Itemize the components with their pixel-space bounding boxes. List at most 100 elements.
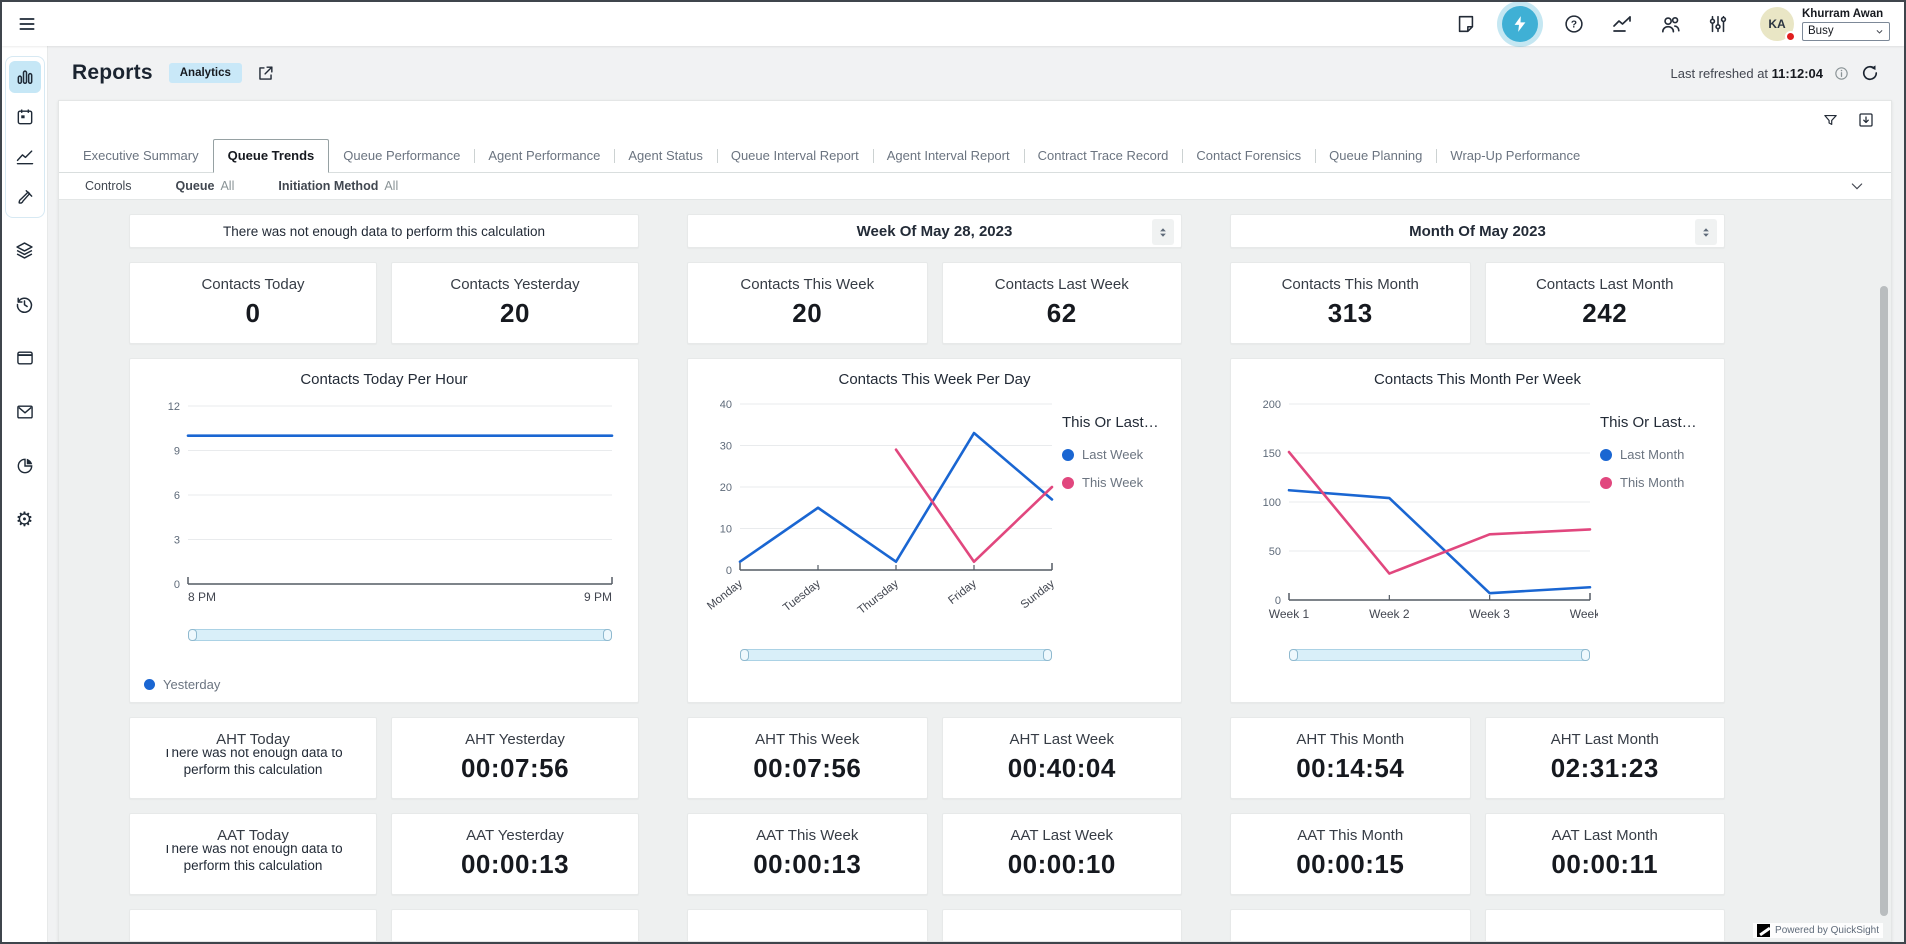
controls-collapse-icon[interactable] — [1849, 178, 1865, 194]
svg-text:150: 150 — [1263, 448, 1281, 460]
users-icon[interactable] — [1658, 12, 1682, 36]
sidebar-item-history[interactable] — [9, 288, 41, 320]
sidebar-item-settings[interactable]: ⚙ — [9, 504, 41, 536]
kpi-aat-yesterday: AAT Yesterday 00:00:13 — [391, 813, 639, 895]
sidebar-item-mail[interactable] — [9, 396, 41, 428]
column-today: There was not enough data to perform thi… — [129, 214, 639, 941]
tab-queue-interval-report[interactable]: Queue Interval Report — [717, 140, 873, 172]
week-stepper[interactable] — [1152, 219, 1174, 245]
refresh-icon[interactable] — [1860, 63, 1880, 83]
svg-text:Week 3: Week 3 — [1469, 607, 1510, 621]
preferences-icon[interactable] — [1706, 12, 1730, 36]
tab-queue-performance[interactable]: Queue Performance — [343, 148, 461, 163]
status-select[interactable]: Busy — [1802, 21, 1890, 41]
user-cluster: KA Khurram Awan Busy — [1760, 7, 1890, 42]
tab-queue-trends[interactable]: Queue Trends — [212, 139, 330, 173]
tab-agent-status[interactable]: Agent Status — [614, 140, 716, 172]
partial-card — [1230, 909, 1471, 941]
bar-chart-icon — [17, 70, 32, 84]
initiation-method-filter[interactable]: Initiation Method All — [278, 179, 399, 193]
kpi-contacts-this-week: Contacts This Week 20 — [687, 262, 928, 344]
svg-text:8 PM: 8 PM — [188, 590, 216, 604]
kpi-aht-yesterday: AHT Yesterday 00:07:56 — [391, 717, 639, 799]
tabs-row: Executive Summary Queue Trends Queue Per… — [59, 139, 1891, 173]
column-month: Month Of May 2023 Contacts This Month 31… — [1230, 214, 1725, 941]
svg-text:Week 4: Week 4 — [1570, 607, 1598, 621]
partial-card — [687, 909, 928, 941]
tab-contact-forensics[interactable]: Contact Forensics — [1182, 140, 1315, 172]
kpi-aht-this-month: AHT This Month 00:14:54 — [1230, 717, 1471, 799]
svg-text:?: ? — [1571, 20, 1577, 31]
partial-card — [941, 909, 1182, 941]
avatar[interactable]: KA — [1760, 7, 1796, 42]
sidebar-item-window[interactable] — [9, 342, 41, 374]
info-icon[interactable] — [1833, 65, 1850, 82]
main-area: Reports Analytics Last refreshed at 11:1… — [48, 46, 1904, 942]
svg-text:Week 2: Week 2 — [1369, 607, 1410, 621]
line-chart[interactable]: 0 50 100 150 200 Week 1 Week 2 Week 3 Week 4 — [1243, 390, 1611, 645]
page-title: Reports — [72, 61, 153, 84]
svg-text:40: 40 — [720, 399, 732, 411]
kpi-aht-last-week: AHT Last Week 00:40:04 — [941, 717, 1182, 799]
analytics-badge: Analytics — [168, 63, 242, 83]
sidebar-item-customize[interactable] — [9, 181, 41, 213]
help-icon[interactable]: ? — [1562, 12, 1586, 36]
external-link-icon[interactable] — [256, 64, 275, 83]
tab-executive-summary[interactable]: Executive Summary — [83, 148, 199, 163]
svg-text:9 PM: 9 PM — [584, 590, 612, 604]
calendar-icon — [17, 109, 32, 125]
chart-contacts-this-week-per-day: Contacts This Week Per Day 0 10 20 30 40 Mond… — [687, 358, 1182, 703]
sidebar-analytics-group — [4, 56, 45, 218]
kpi-contacts-last-week: Contacts Last Week 62 — [941, 262, 1182, 344]
tab-queue-planning[interactable]: Queue Planning — [1315, 140, 1436, 172]
kpi-aht-today: AHT Today There was not enough data to p… — [129, 717, 377, 799]
svg-text:Monday: Monday — [705, 578, 745, 613]
svg-text:10: 10 — [720, 524, 732, 536]
month-period-header: Month Of May 2023 — [1230, 214, 1725, 248]
tab-contract-trace-record[interactable]: Contract Trace Record — [1024, 140, 1183, 172]
notes-icon[interactable] — [1454, 12, 1478, 36]
sidebar-item-pie-reports[interactable] — [9, 450, 41, 482]
page-header: Reports Analytics Last refreshed at 11:1… — [48, 46, 1904, 100]
svg-text:12: 12 — [168, 401, 180, 413]
week-period-header: Week Of May 28, 2023 — [687, 214, 1182, 248]
export-icon[interactable] — [1857, 111, 1875, 129]
metrics-icon[interactable] — [1610, 12, 1634, 36]
chart-hscrollbar[interactable] — [188, 629, 612, 641]
tasks-lightning-icon[interactable] — [1502, 6, 1538, 42]
line-chart[interactable]: 0 3 6 9 12 8 PM 9 PM — [142, 390, 626, 625]
chart-hscrollbar[interactable] — [1289, 649, 1590, 661]
tab-wrap-up-performance[interactable]: Wrap-Up Performance — [1436, 140, 1594, 172]
history-icon — [16, 297, 33, 313]
column-week: Week Of May 28, 2023 Contacts This Week … — [687, 214, 1182, 941]
menu-icon[interactable] — [14, 11, 40, 37]
svg-text:Sunday: Sunday — [1019, 578, 1057, 612]
line-chart[interactable]: 0 10 20 30 40 Monday Tuesday Thursday Friday Sund… — [700, 390, 1060, 645]
kpi-aat-this-week: AAT This Week 00:00:13 — [687, 813, 928, 895]
legend-dot — [1062, 448, 1074, 461]
sidebar-item-reports[interactable] — [8, 61, 41, 93]
chart-legend: This Or Last… Last Month This Month — [1600, 414, 1697, 490]
tab-agent-interval-report[interactable]: Agent Interval Report — [873, 140, 1024, 172]
line-chart-icon — [16, 150, 33, 165]
svg-text:100: 100 — [1263, 497, 1281, 509]
tab-agent-performance[interactable]: Agent Performance — [474, 140, 614, 172]
status-value: Busy — [1808, 25, 1834, 37]
filter-icon[interactable] — [1822, 112, 1839, 129]
chart-hscrollbar[interactable] — [740, 649, 1052, 661]
chart-contacts-this-month-per-week: Contacts This Month Per Week 0 50 100 150 20… — [1230, 358, 1725, 703]
topbar: ? KA — [2, 2, 1904, 46]
no-data-banner: There was not enough data to perform thi… — [129, 214, 639, 248]
chart-legend: This Or Last… Last Week This Week — [1062, 414, 1159, 490]
sidebar-item-schedule[interactable] — [9, 101, 41, 133]
svg-text:Tuesday: Tuesday — [781, 578, 823, 615]
queue-filter[interactable]: Queue All — [175, 179, 235, 193]
panel-vertical-scrollbar[interactable] — [1880, 286, 1888, 916]
month-stepper[interactable] — [1695, 219, 1717, 245]
sidebar-item-metrics[interactable] — [9, 141, 41, 173]
svg-text:Friday: Friday — [946, 578, 979, 607]
legend-label: Yesterday — [163, 677, 221, 692]
sidebar-item-layers[interactable] — [9, 234, 41, 266]
kpi-aht-this-week: AHT This Week 00:07:56 — [687, 717, 928, 799]
